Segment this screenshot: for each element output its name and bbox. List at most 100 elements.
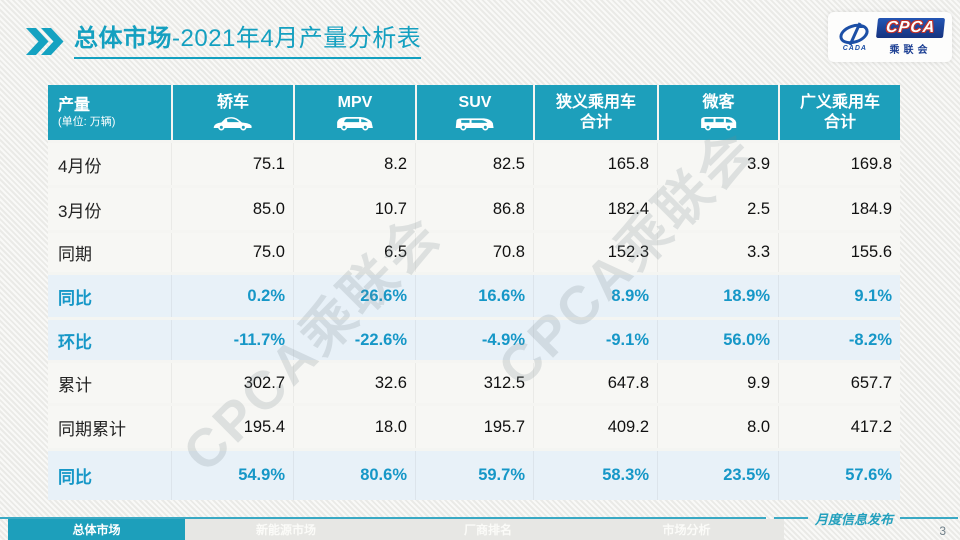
sedan-icon xyxy=(211,113,255,132)
column-label-line2: 合计 xyxy=(823,113,856,131)
table-cell: 169.8 xyxy=(778,143,900,185)
row-label: 同比 xyxy=(58,288,92,308)
table-row: 同期累计 195.4 18.0 195.7 409.2 8.0 417.2 xyxy=(48,403,900,448)
row-label: 累计 xyxy=(58,375,92,395)
suv-icon xyxy=(453,113,497,132)
table-cell: 86.8 xyxy=(415,188,533,230)
footer-tab-2[interactable]: 厂商排名 xyxy=(463,523,512,537)
table-cell: 10.7 xyxy=(293,188,415,230)
table-cell: 26.6% xyxy=(293,275,415,317)
mpv-icon xyxy=(333,113,377,132)
table-cell: 82.5 xyxy=(415,143,533,185)
table-row: 4月份 75.1 8.2 82.5 165.8 3.9 169.8 xyxy=(48,140,900,185)
cpca-emblem-text: CADA xyxy=(842,45,867,52)
van-icon xyxy=(697,113,741,132)
table-row: 同期 75.0 6.5 70.8 152.3 3.3 155.6 xyxy=(48,230,900,272)
table-cell: 75.0 xyxy=(171,233,293,272)
footer-tab-bar: 总体市场 新能源市场 厂商排名 市场分析 xyxy=(8,519,784,540)
table-cell: 657.7 xyxy=(778,363,900,403)
column-label-line2: 合计 xyxy=(579,113,612,131)
table-cell: 184.9 xyxy=(778,188,900,230)
cpca-logo: CADA CPCA 乘联会 xyxy=(828,12,952,62)
column-label: 微客 xyxy=(702,93,735,111)
production-table: 产量 (单位: 万辆) 轿车 MPV SUV 狭义乘用车 合计 微客 广义乘用车 合计 4月份 75.… xyxy=(48,85,900,500)
table-cell: 0.2% xyxy=(171,275,293,317)
table-cell: 302.7 xyxy=(171,363,293,403)
column-header-5: 广义乘用车 合计 xyxy=(778,85,900,140)
column-header-3: 狭义乘用车 合计 xyxy=(533,85,657,140)
column-label: SUV xyxy=(458,93,492,111)
cpca-logo-acronym: CPCA xyxy=(875,18,946,39)
table-cell: 56.0% xyxy=(657,320,778,360)
column-label: 狭义乘用车 xyxy=(555,94,636,112)
publish-label-group: 月度信息发布 xyxy=(773,510,958,527)
publish-dash-left xyxy=(773,517,808,519)
table-cell: 2.5 xyxy=(657,188,778,230)
cpca-logo-chinese: 乘联会 xyxy=(889,44,932,56)
table-row: 同比 0.2% 26.6% 16.6% 8.9% 18.9% 9.1% xyxy=(48,272,900,317)
page-title: 总体市场-2021年4月产量分析表 xyxy=(74,25,422,59)
column-header-2: SUV xyxy=(415,85,533,140)
footer-tab-0[interactable]: 总体市场 xyxy=(8,519,185,540)
table-cell: 6.5 xyxy=(293,233,415,272)
table-cell: 18.0 xyxy=(293,406,415,448)
table-cell: 409.2 xyxy=(533,406,657,448)
table-cell: -11.7% xyxy=(171,320,293,360)
row-label: 同比 xyxy=(58,468,92,487)
table-row: 环比 -11.7% -22.6% -4.9% -9.1% 56.0% -8.2% xyxy=(48,317,900,360)
column-label: 广义乘用车 xyxy=(799,94,880,112)
table-cell: 70.8 xyxy=(415,233,533,272)
table-cell: -9.1% xyxy=(533,320,657,360)
footer-tab-1[interactable]: 新能源市场 xyxy=(255,523,316,537)
table-row: 累计 302.7 32.6 312.5 647.8 9.9 657.7 xyxy=(48,360,900,403)
row-label: 同期累计 xyxy=(58,419,126,439)
corner-title: 产量 xyxy=(58,96,91,114)
table-cell: 312.5 xyxy=(415,363,533,403)
row-label: 4月份 xyxy=(58,156,102,176)
table-cell: 85.0 xyxy=(171,188,293,230)
table-cell: -8.2% xyxy=(778,320,900,360)
table-cell: 54.9% xyxy=(171,451,293,500)
table-cell: 80.6% xyxy=(293,451,415,500)
table-cell: 182.4 xyxy=(533,188,657,230)
page-number: 3 xyxy=(939,524,946,538)
table-cell: 9.1% xyxy=(778,275,900,317)
table-cell: 57.6% xyxy=(778,451,900,500)
table-cell: 8.0 xyxy=(657,406,778,448)
corner-header: 产量 (单位: 万辆) xyxy=(48,85,171,140)
title-row: 总体市场-2021年4月产量分析表 xyxy=(25,25,422,59)
table-cell: 647.8 xyxy=(533,363,657,403)
footer-tab-3[interactable]: 市场分析 xyxy=(662,523,711,537)
unit-note: (单位: 万辆) xyxy=(58,115,116,128)
table-cell: 23.5% xyxy=(657,451,778,500)
page-title-section: 总体市场 xyxy=(74,25,172,52)
table-cell: 417.2 xyxy=(778,406,900,448)
table-cell: 32.6 xyxy=(293,363,415,403)
column-header-4: 微客 xyxy=(657,85,778,140)
page-title-rest: -2021年4月产量分析表 xyxy=(172,25,422,52)
cpca-emblem-icon: CADA xyxy=(836,22,874,52)
table-row: 3月份 85.0 10.7 86.8 182.4 2.5 184.9 xyxy=(48,185,900,230)
double-chevron-icon xyxy=(26,28,64,55)
table-cell: 155.6 xyxy=(778,233,900,272)
column-header-0: 轿车 xyxy=(171,85,293,140)
table-row: 同比 54.9% 80.6% 59.7% 58.3% 23.5% 57.6% xyxy=(48,448,900,500)
row-label: 环比 xyxy=(58,332,92,352)
footer-rule xyxy=(0,517,766,519)
table-cell: -22.6% xyxy=(293,320,415,360)
table-cell: 152.3 xyxy=(533,233,657,272)
table-cell: -4.9% xyxy=(415,320,533,360)
table-cell: 8.2 xyxy=(293,143,415,185)
table-cell: 58.3% xyxy=(533,451,657,500)
cpca-logo-text: CPCA 乘联会 xyxy=(875,18,946,56)
table-cell: 195.4 xyxy=(171,406,293,448)
table-cell: 3.9 xyxy=(657,143,778,185)
table-cell: 16.6% xyxy=(415,275,533,317)
table-cell: 75.1 xyxy=(171,143,293,185)
table-cell: 18.9% xyxy=(657,275,778,317)
column-header-1: MPV xyxy=(293,85,415,140)
publish-label: 月度信息发布 xyxy=(814,511,893,527)
row-label: 3月份 xyxy=(58,201,102,221)
table-cell: 59.7% xyxy=(415,451,533,500)
